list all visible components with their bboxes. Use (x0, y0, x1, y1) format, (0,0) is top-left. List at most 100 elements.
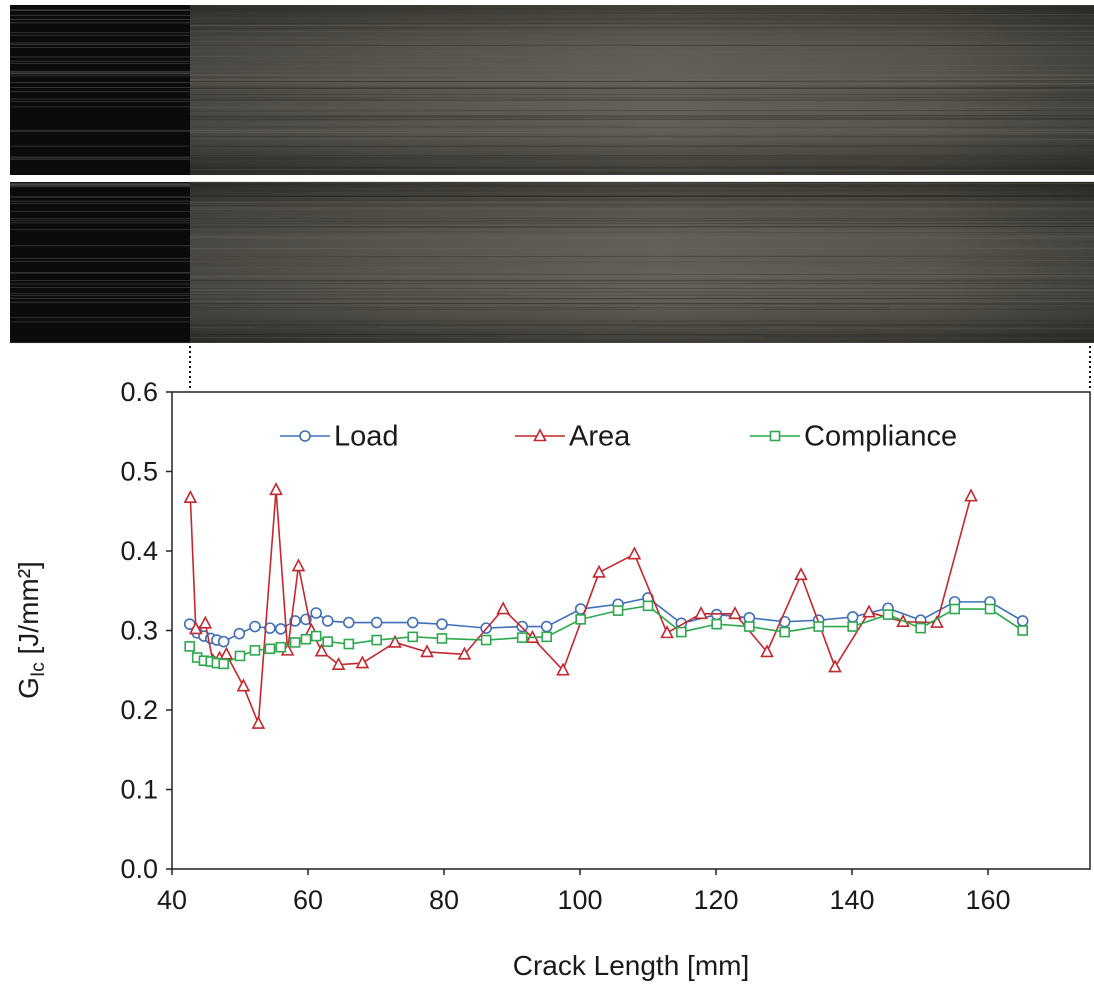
marker-square (915, 622, 926, 634)
fiber-streak (189, 226, 1094, 228)
marker-square (984, 603, 996, 615)
marker-circle (217, 635, 230, 648)
marker-triangle (331, 656, 346, 670)
marker-square (575, 614, 586, 625)
x-tick-label: 100 (557, 885, 602, 915)
fiber-streak (189, 116, 1094, 119)
y-tick-label: 0.6 (120, 377, 158, 407)
marker-square (779, 626, 790, 638)
marker-triangle (627, 546, 642, 560)
legend-marker (769, 430, 781, 442)
marker-circle (846, 611, 859, 623)
fiber-streak (189, 221, 1094, 223)
y-tick-label: 0.2 (120, 695, 158, 725)
marker-square (436, 633, 448, 644)
marker-square (480, 634, 492, 646)
fiber-streak (189, 275, 1094, 277)
fiber-streak (189, 207, 1094, 210)
marker-square (343, 638, 355, 650)
marker-square (612, 605, 624, 616)
marker-square (711, 618, 722, 630)
y-tick-label: 0.1 (120, 775, 158, 805)
marker-square (275, 641, 287, 653)
y-title-sub: Ic (28, 662, 49, 677)
fiber-streak (189, 64, 1094, 67)
marker-square (218, 658, 229, 670)
marker-square (371, 634, 382, 646)
fiber-streak (189, 109, 1094, 112)
marker-circle (321, 615, 334, 627)
fiber-streak (189, 220, 1094, 222)
fiber-streak (189, 236, 1094, 238)
fiber-streak (189, 209, 1094, 211)
fiber-streak (189, 272, 1094, 274)
marker-square (234, 650, 246, 662)
marker-circle (274, 623, 287, 635)
marker-square (289, 637, 301, 648)
marker-square (541, 631, 552, 643)
legend-marker (533, 428, 547, 442)
photo-dark-end (10, 182, 190, 343)
marker-triangle (828, 659, 842, 673)
fiber-streak (189, 25, 1094, 27)
marker-triangle (728, 606, 742, 620)
y-tick-label: 0.5 (120, 457, 158, 487)
marker-triangle (496, 601, 510, 615)
marker-square (264, 643, 276, 655)
marker-circle (310, 607, 322, 619)
fiber-streak (189, 86, 1094, 89)
marker-circle (289, 615, 301, 627)
marker-circle (342, 616, 355, 629)
marker-circle (406, 616, 419, 629)
marker-triangle (930, 614, 944, 628)
legend-marker (299, 430, 311, 442)
marker-triangle (457, 646, 472, 660)
marker-triangle (420, 644, 434, 658)
marker-triangle (219, 646, 234, 660)
fiber-streak (189, 17, 1094, 20)
marker-circle (1016, 615, 1029, 627)
fiber-streak (189, 138, 1094, 140)
marker-square (300, 633, 312, 645)
marker-triangle (188, 621, 203, 635)
x-tick-label: 140 (829, 885, 874, 915)
fiber-streak (189, 302, 1094, 305)
fiber-streak (189, 341, 1094, 344)
fiber-streak (189, 294, 1094, 296)
marker-triangle (183, 490, 198, 504)
fiber-streak (189, 27, 1094, 29)
fiber-streak (189, 55, 1094, 57)
marker-square (676, 626, 687, 638)
x-tick-label: 80 (429, 885, 459, 915)
marker-square (949, 603, 960, 615)
fiber-streak (189, 119, 1094, 121)
marker-triangle (355, 655, 370, 669)
x-tick-label: 60 (293, 885, 323, 915)
marker-triangle (862, 604, 876, 618)
marker-square (813, 621, 824, 632)
legend-label: Load (334, 421, 399, 453)
legend-label: Area (569, 421, 631, 453)
fiber-streak (189, 255, 1094, 258)
y-tick-label: 0.3 (120, 616, 158, 646)
fiber-streak (189, 115, 1094, 118)
marker-triangle (592, 564, 606, 578)
marker-circle (436, 618, 448, 630)
marker-square (1017, 625, 1028, 636)
x-tick-label: 160 (965, 885, 1010, 915)
photo-dark-end (10, 5, 190, 175)
marker-triangle (251, 715, 266, 729)
fiber-streak (189, 87, 1094, 90)
fiber-streak (189, 145, 1094, 148)
fiber-streak (189, 82, 1094, 85)
fiber-streak (189, 50, 1094, 52)
fiber-streak (189, 70, 1094, 72)
marker-triangle (794, 567, 808, 581)
fiber-streak (189, 204, 1094, 206)
fiber-streak (189, 337, 1094, 339)
marker-triangle (760, 644, 774, 658)
marker-circle (249, 620, 261, 633)
fiber-streak (189, 194, 1094, 197)
marker-circle (370, 616, 383, 629)
